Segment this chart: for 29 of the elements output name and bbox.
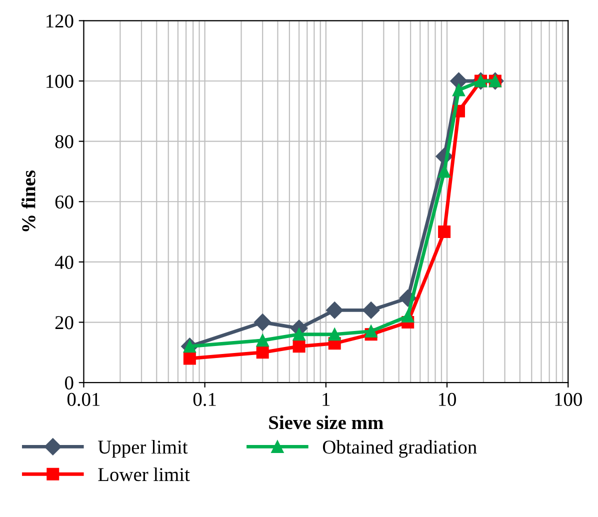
- y-tick-label: 80: [55, 135, 74, 148]
- x-tick-label: 10: [438, 392, 456, 406]
- point: [292, 340, 306, 353]
- x-axis-title: Sieve size mm: [269, 415, 384, 430]
- point: [328, 328, 341, 341]
- point: [438, 165, 451, 178]
- point: [256, 346, 269, 359]
- point: [364, 325, 378, 338]
- point: [402, 310, 414, 322]
- y-tick-label: 20: [55, 316, 74, 330]
- point: [256, 334, 269, 347]
- x-tick-label: 0.1: [193, 392, 216, 406]
- legend-label: Lower limit: [98, 467, 190, 482]
- legend-label: Upper limit: [98, 440, 188, 458]
- y-tick-label: 60: [55, 195, 74, 209]
- x-tick-label: 100: [555, 392, 582, 406]
- y-axis-title: % fines: [21, 170, 36, 232]
- point: [362, 302, 380, 319]
- point: [438, 226, 451, 238]
- y-tick-label: 0: [65, 376, 74, 390]
- x-tick-label: 0.01: [67, 392, 100, 406]
- x-tick-label: 1: [322, 392, 330, 406]
- y-tick-label: 100: [46, 74, 74, 88]
- point: [292, 328, 306, 341]
- point: [326, 302, 344, 319]
- y-tick-label: 40: [54, 256, 74, 269]
- y-tick-label: 120: [46, 14, 74, 28]
- legend-label: Obtained gradiation: [322, 440, 477, 458]
- point: [254, 314, 272, 331]
